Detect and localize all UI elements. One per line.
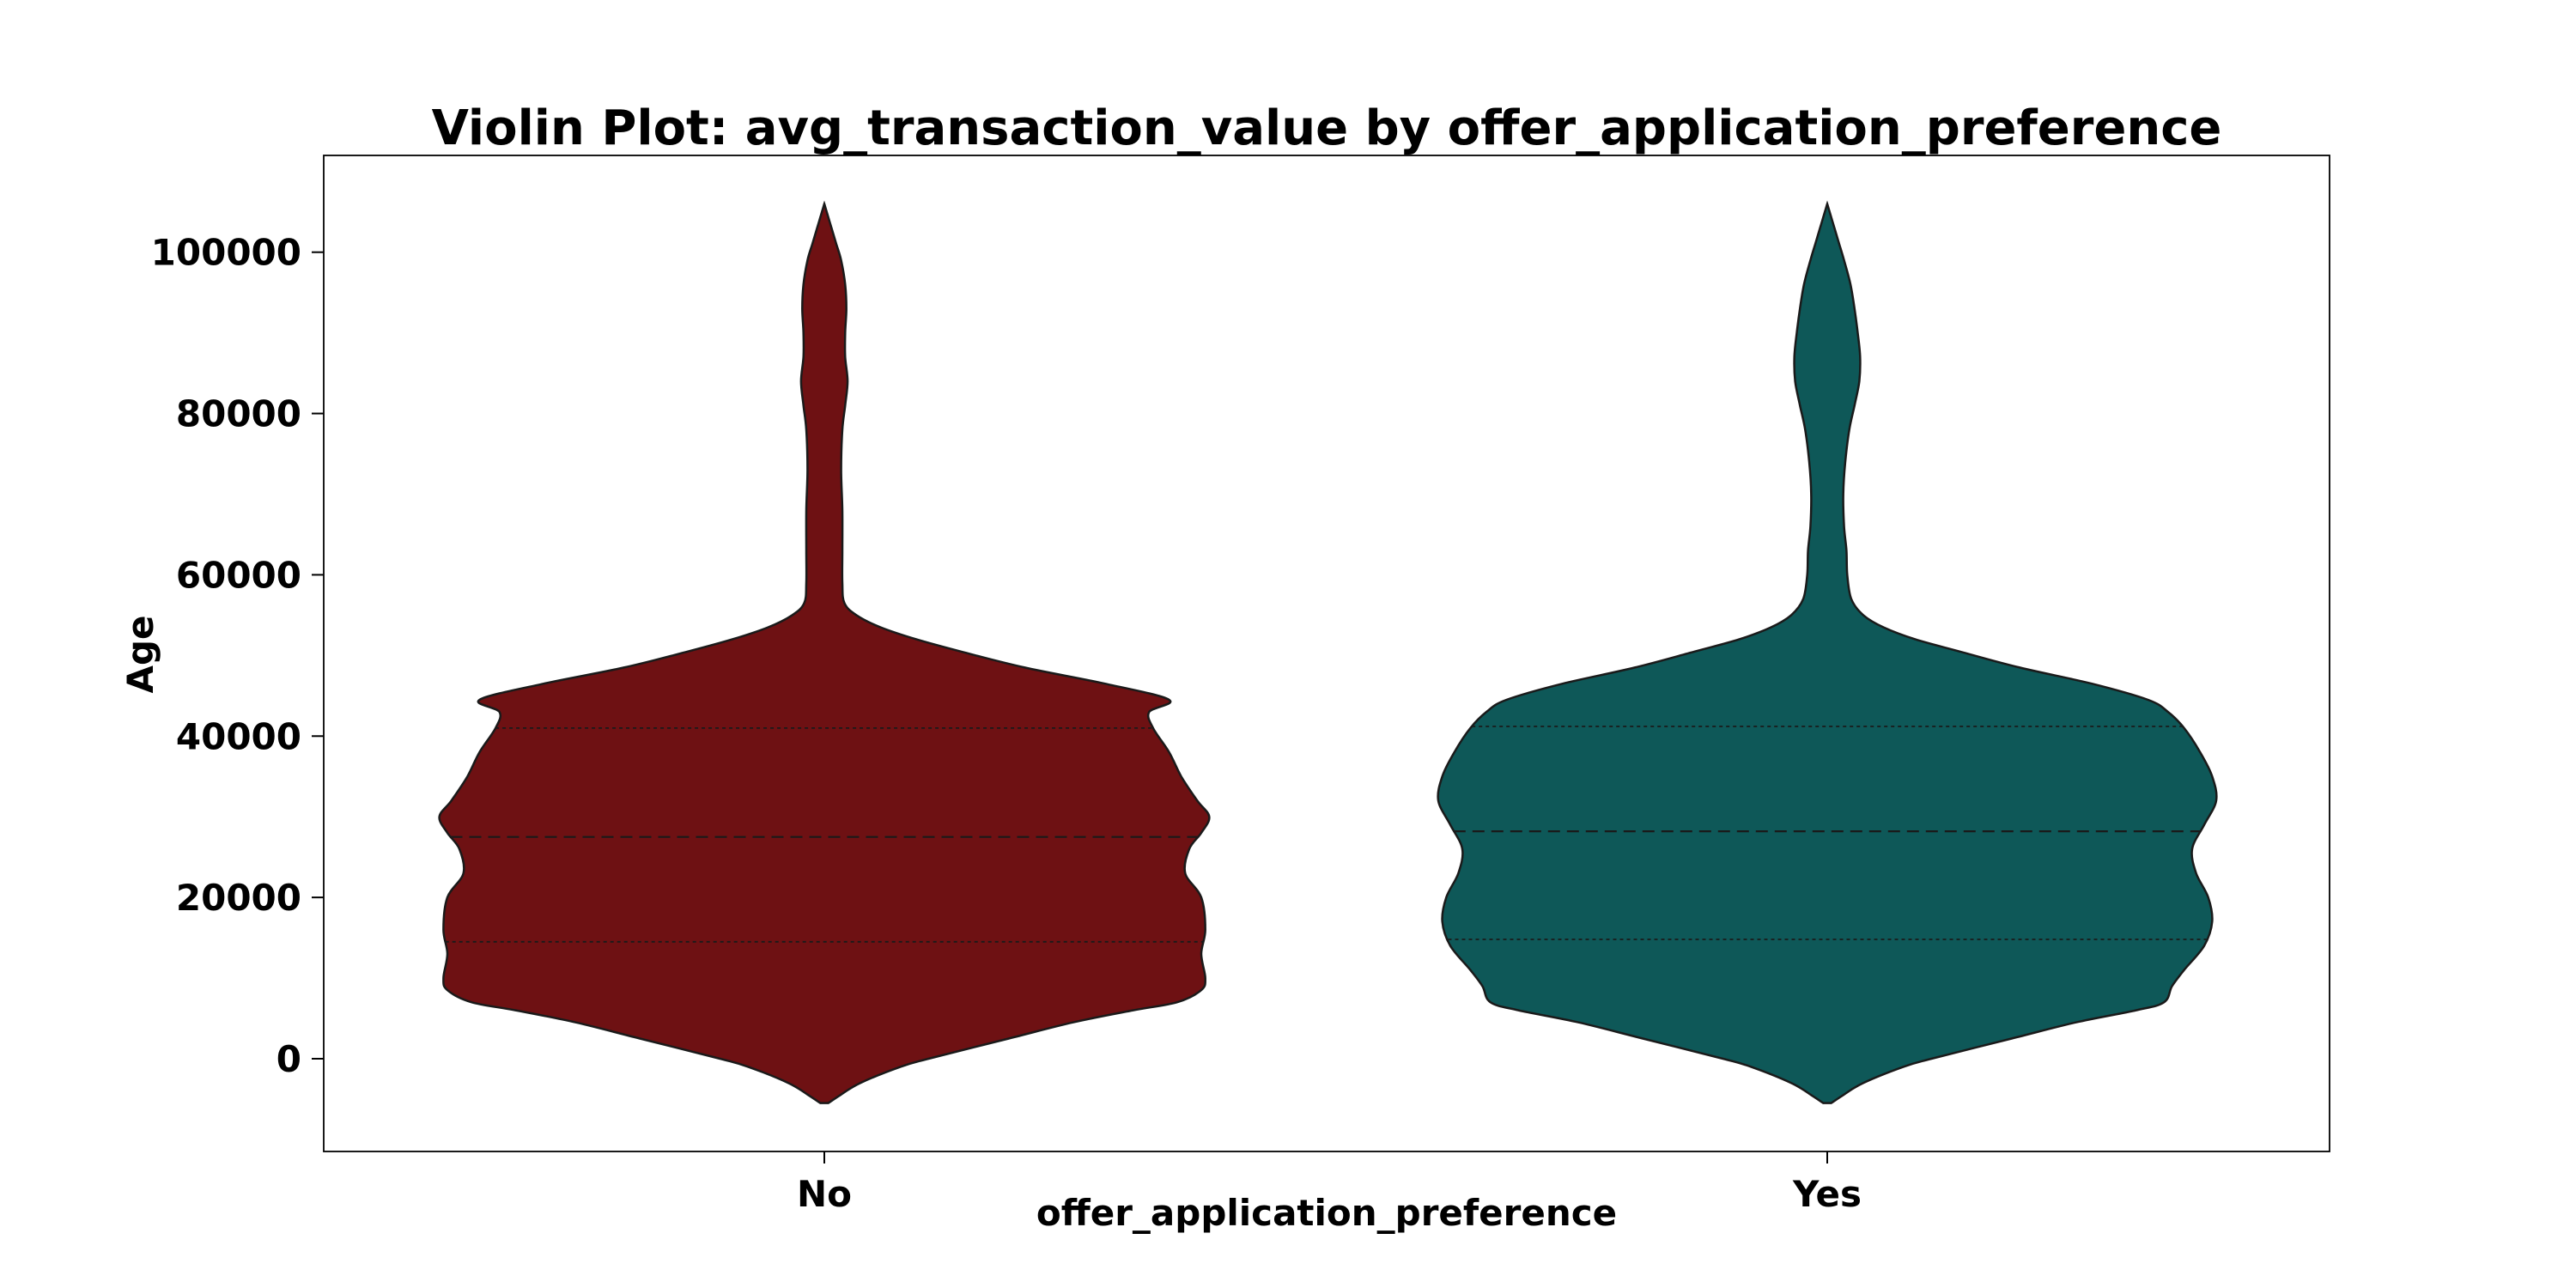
x-tick-label: Yes — [1792, 1173, 1862, 1215]
violin-body-yes — [1437, 200, 2218, 1104]
y-tick-label: 100000 — [151, 232, 301, 274]
y-tick-label: 0 — [276, 1038, 301, 1080]
y-tick-label: 80000 — [176, 393, 301, 435]
x-tick-label: No — [797, 1173, 852, 1215]
plot-frame — [323, 155, 2330, 1152]
chart-title: Violin Plot: avg_transaction_value by of… — [432, 100, 2222, 156]
x-axis-label: offer_application_preference — [1036, 1192, 1617, 1234]
y-tick-label: 40000 — [176, 715, 301, 757]
y-axis: 0 20000 40000 60000 80000 100000 — [151, 232, 324, 1080]
violin-body-no — [438, 200, 1211, 1104]
y-tick-label: 20000 — [176, 877, 301, 919]
y-axis-label: Age — [119, 615, 161, 693]
violin-layer — [438, 200, 2218, 1104]
x-axis: No Yes — [797, 1151, 1862, 1215]
y-tick-label: 60000 — [176, 554, 301, 596]
